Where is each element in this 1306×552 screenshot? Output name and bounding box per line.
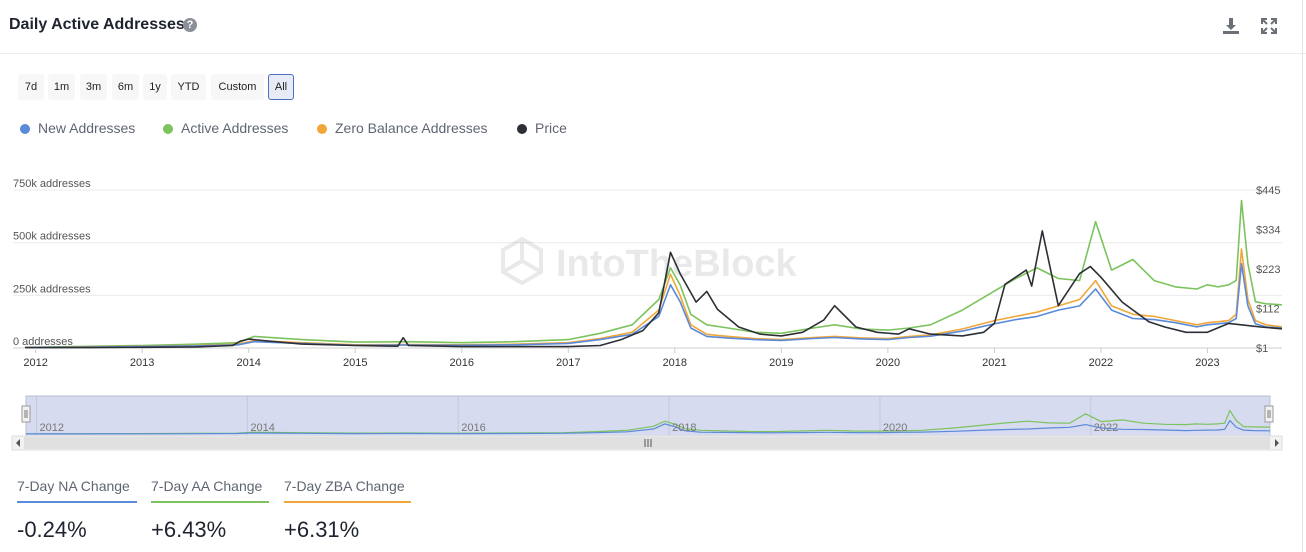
stat-label: 7-Day ZBA Change (284, 478, 411, 503)
stats-row: 7-Day NA Change -0.24% 7-Day AA Change +… (0, 478, 700, 552)
x-tick-label: 2013 (130, 357, 154, 369)
y-right-tick-label: $223 (1256, 264, 1280, 276)
navigator-tick-label: 2018 (672, 422, 696, 434)
stat-value: +6.31% (284, 517, 360, 542)
chart-title: Daily Active Addresses (9, 16, 185, 33)
chart-header: Daily Active Addresses ? (0, 0, 1306, 54)
range-3m-button[interactable]: 3m (80, 74, 107, 100)
range-7d-button[interactable]: 7d (18, 74, 44, 100)
legend-item-zero-balance-addresses[interactable]: Zero Balance Addresses (317, 120, 488, 136)
x-tick-label: 2021 (982, 357, 1006, 369)
stat-aa-change: 7-Day AA Change +6.43% (151, 478, 269, 543)
stat-label: 7-Day AA Change (151, 478, 269, 503)
x-tick-label: 2020 (876, 357, 900, 369)
navigator-series-line (26, 419, 1271, 435)
x-tick-label: 2012 (23, 357, 47, 369)
navigator-right-handle[interactable] (1264, 405, 1274, 423)
x-axis-labels: 2012 2013 2014 2015 2016 2017 2018 2019 2020 2021… (23, 348, 1220, 369)
navigator-tick-label: 2022 (1094, 422, 1118, 434)
navigator-tick-label: 2014 (250, 422, 274, 434)
navigator-tick-label: 2012 (40, 422, 64, 434)
stat-value: +6.43% (151, 517, 227, 542)
legend-item-new-addresses[interactable]: New Addresses (20, 120, 135, 136)
range-custom-button[interactable]: Custom (211, 74, 264, 100)
panel-border (1302, 0, 1303, 552)
y-left-tick-label: 750k addresses (13, 178, 91, 190)
main-chart[interactable]: IntoTheBlock 750k addresses 500k addresse… (0, 170, 1306, 460)
y-right-tick-label: $334 (1256, 225, 1280, 237)
legend-dot (163, 124, 173, 134)
y-right-tick-label: $1 (1256, 343, 1268, 355)
series-line (25, 230, 1283, 349)
x-tick-label: 2014 (236, 357, 260, 369)
legend-label: New Addresses (38, 120, 136, 136)
navigator-left-handle[interactable] (21, 405, 31, 423)
legend-dot (20, 124, 30, 134)
legend-dot (317, 124, 327, 134)
range-1m-button[interactable]: 1m (48, 74, 75, 100)
stat-na-change: 7-Day NA Change -0.24% (17, 478, 137, 543)
grid-lines (13, 189, 1282, 349)
range-6m-button[interactable]: 6m (112, 74, 139, 100)
y-axis-right-labels: $445 $334 $223 $112 $1 (1256, 185, 1280, 355)
navigator-series (25, 409, 1271, 435)
x-tick-label: 2019 (769, 357, 793, 369)
series-lines (24, 199, 1283, 349)
legend-label: Active Addresses (181, 120, 289, 136)
legend-dot (517, 124, 527, 134)
fullscreen-icon[interactable] (1259, 16, 1279, 36)
scrollbar-grip-icon (644, 439, 652, 447)
legend-item-active-addresses[interactable]: Active Addresses (163, 120, 288, 136)
legend-item-price[interactable]: Price (517, 120, 567, 136)
legend-label: Zero Balance Addresses (335, 120, 488, 136)
legend-label: Price (535, 120, 567, 136)
x-tick-label: 2023 (1195, 357, 1219, 369)
y-left-tick-label: 250k addresses (13, 283, 91, 295)
x-tick-label: 2015 (343, 357, 367, 369)
stat-value: -0.24% (17, 517, 87, 542)
navigator-tick-label: 2020 (883, 422, 907, 434)
scroll-right-arrow-icon[interactable] (1275, 439, 1279, 447)
help-icon[interactable]: ? (183, 18, 197, 32)
stat-zba-change: 7-Day ZBA Change +6.31% (284, 478, 411, 543)
navigator-ticks: 2012 2014 2016 2018 2020 2022 (40, 422, 1119, 434)
y-left-tick-label: 500k addresses (13, 231, 91, 243)
download-icon[interactable] (1221, 16, 1241, 36)
scroll-left-arrow-icon[interactable] (16, 439, 20, 447)
range-ytd-button[interactable]: YTD (171, 74, 206, 100)
x-tick-label: 2018 (663, 357, 687, 369)
navigator[interactable]: 2012 2014 2016 2018 2020 2022 (0, 392, 1306, 452)
y-axis-left-labels: 750k addresses 500k addresses 250k address… (13, 178, 91, 348)
x-tick-label: 2016 (450, 357, 474, 369)
navigator-scrollbar-thumb[interactable] (24, 437, 1270, 449)
x-tick-label: 2017 (556, 357, 580, 369)
y-right-tick-label: $112 (1256, 304, 1280, 316)
range-1y-button[interactable]: 1y (143, 74, 167, 100)
x-tick-label: 2022 (1089, 357, 1113, 369)
stat-label: 7-Day NA Change (17, 478, 137, 503)
y-left-tick-label: 0 addresses (13, 336, 73, 348)
watermark: IntoTheBlock (501, 236, 798, 286)
range-all-button[interactable]: All (268, 74, 294, 100)
y-right-tick-label: $445 (1256, 185, 1280, 197)
navigator-tick-label: 2016 (461, 422, 485, 434)
